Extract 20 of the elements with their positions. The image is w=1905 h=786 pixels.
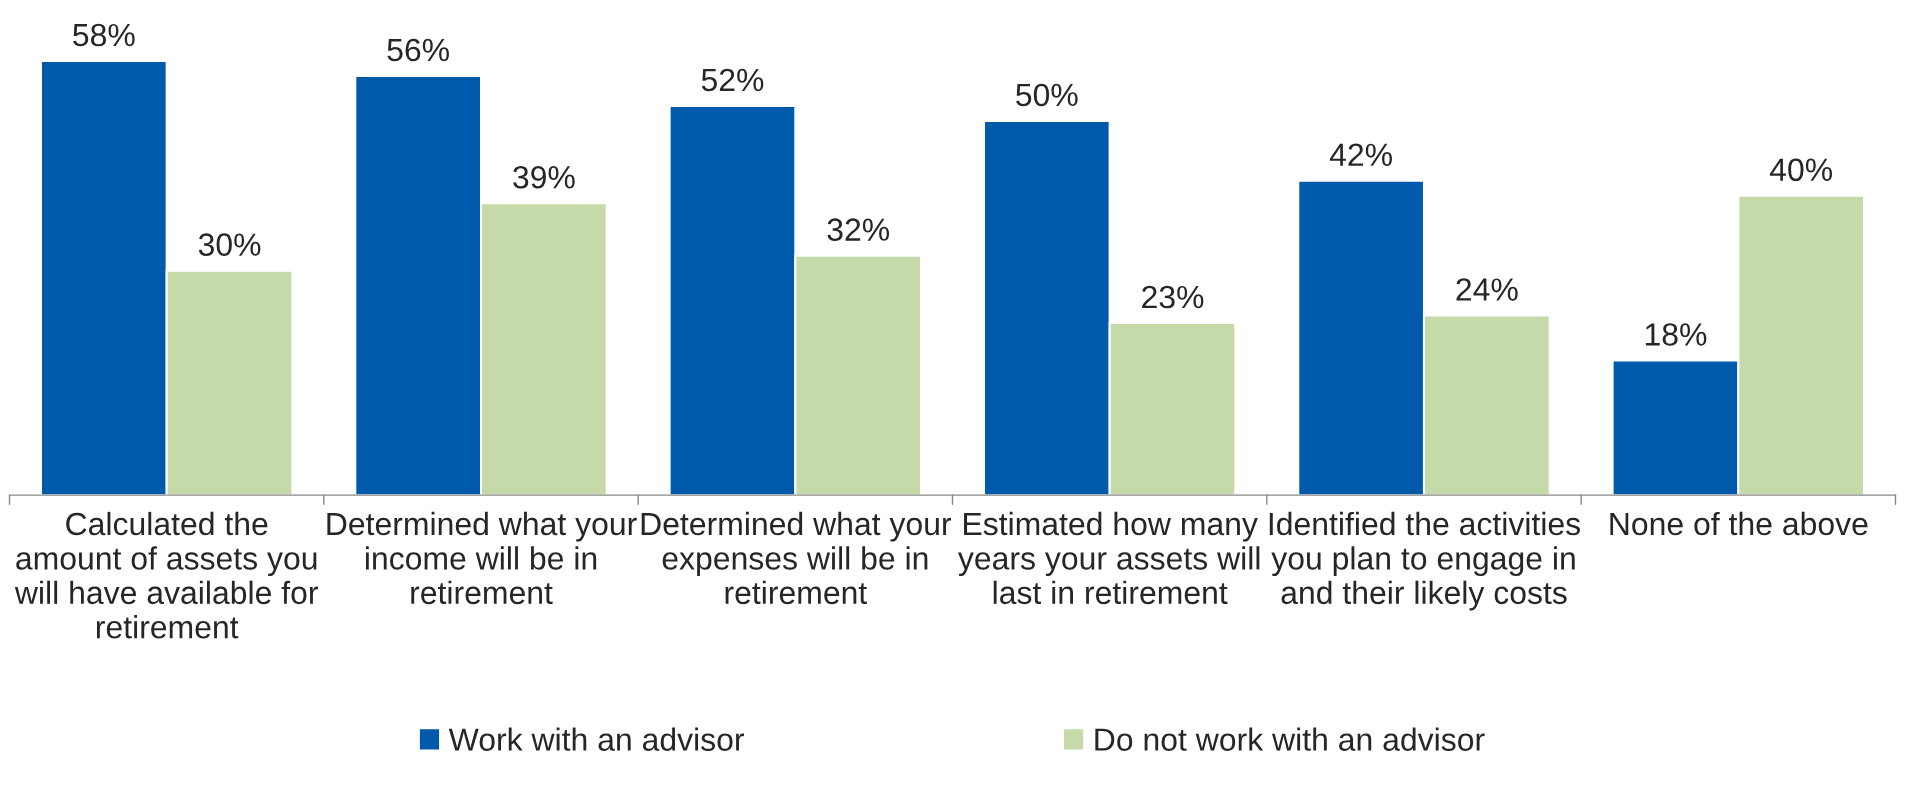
legend-label: Work with an advisor: [448, 727, 745, 751]
data-label: 40%: [1769, 158, 1833, 182]
data-label: 30%: [198, 233, 261, 256]
x-tick-label: Determined what your expenses will be in retirement: [641, 511, 952, 605]
data-label: 23%: [1142, 285, 1204, 309]
data-label: 24%: [1456, 278, 1518, 301]
x-tick-label: None of the above: [1610, 511, 1868, 536]
x-tick-label: Determined what your income will be in retirement: [327, 511, 637, 605]
x-tick-label: Estimated how many years your assets will last in retirement: [957, 511, 1260, 605]
data-label: 42%: [1329, 143, 1392, 167]
data-label: 56%: [387, 38, 449, 62]
data-label: 39%: [513, 165, 575, 189]
data-label: 50%: [1016, 83, 1078, 107]
data-label: 18%: [1645, 323, 1707, 346]
x-tick-label: Identified the activities you plan to engage in and their likely costs: [1269, 511, 1580, 611]
data-label: 32%: [827, 218, 890, 241]
data-label: 52%: [701, 68, 764, 92]
data-label: 58%: [73, 23, 135, 47]
legend-label: Do not work with an advisor: [1095, 727, 1485, 751]
x-tick-label: Calculated the amount of assets you will have available for retirement: [14, 511, 318, 639]
